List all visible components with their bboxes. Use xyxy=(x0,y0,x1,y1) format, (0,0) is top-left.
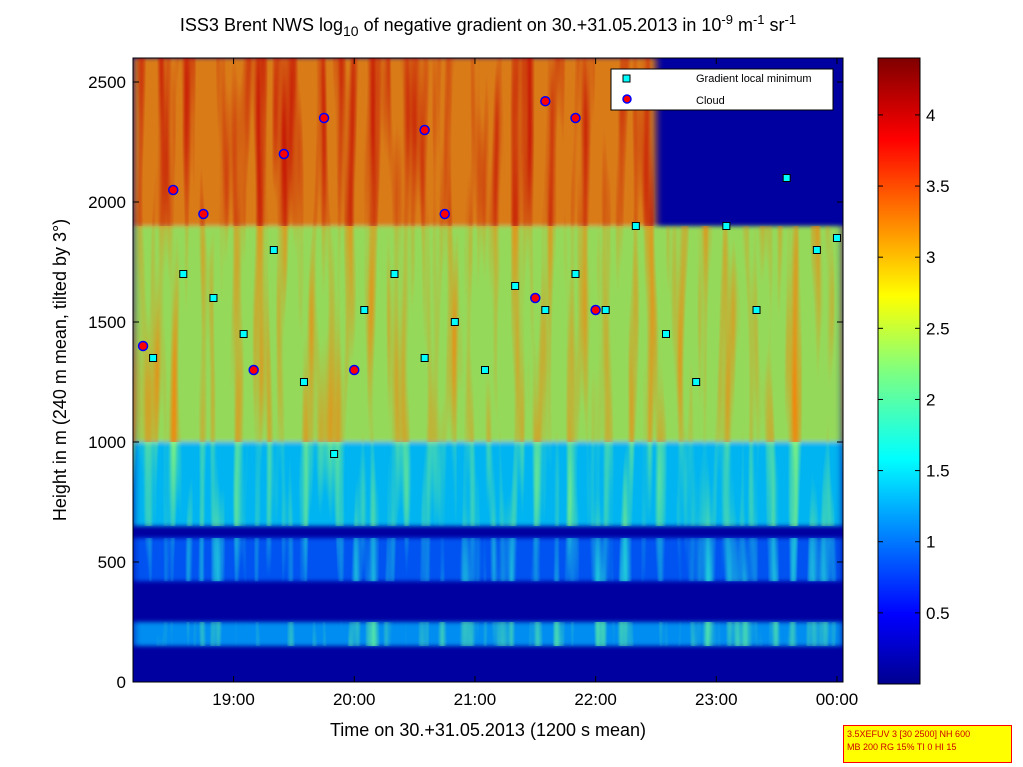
y-axis-label: Height in m (240 m mean, tilted by 3°) xyxy=(50,219,70,521)
y-tick-label: 1000 xyxy=(88,433,126,452)
y-axis: 0 500 1000 1500 2000 2500 xyxy=(88,73,843,692)
cloud-marker xyxy=(419,124,430,136)
legend: Gradient local minimum Cloud xyxy=(610,68,834,111)
x-tick-label: 19:00 xyxy=(212,690,255,709)
gradient-minimum-marker xyxy=(239,330,248,338)
legend-marker-cloud xyxy=(622,94,632,104)
chart-title: ISS3 Brent NWS log10 of negative gradien… xyxy=(180,12,796,39)
colorbar-tick-label: 0.5 xyxy=(926,604,950,623)
gradient-minimum-marker xyxy=(299,378,308,386)
gradient-minimum-marker xyxy=(511,282,520,290)
cloud-marker xyxy=(570,112,581,124)
gradient-minimum-marker xyxy=(782,174,791,182)
gradient-minimum-marker xyxy=(209,294,218,302)
y-tick-label: 1500 xyxy=(88,313,126,332)
colorbar-tick-label: 3.5 xyxy=(926,177,950,196)
colorbar: 0.5 1 1.5 2 2.5 3 3.5 4 xyxy=(877,57,950,685)
gradient-minimum-marker xyxy=(631,222,640,230)
info-box: 3.5XEFUV 3 [30 2500] NH 600 MB 200 RG 15… xyxy=(843,725,1012,763)
gradient-minimum-marker xyxy=(541,306,550,314)
cloud-marker xyxy=(248,364,259,376)
cloud-marker xyxy=(530,292,541,304)
marker-group xyxy=(137,95,841,458)
cloud-marker xyxy=(348,364,360,376)
heatmap-streaks xyxy=(133,442,843,526)
cloud-marker xyxy=(198,208,209,220)
colorbar-gradient xyxy=(877,57,921,685)
gradient-minimum-marker xyxy=(692,378,701,386)
x-tick-label: 00:00 xyxy=(816,690,859,709)
heatmap-streaks xyxy=(133,226,843,442)
gradient-minimum-marker xyxy=(269,246,278,254)
legend-label-cloud: Cloud xyxy=(696,95,725,107)
gradient-minimum-marker xyxy=(752,306,761,314)
gradient-minimum-marker xyxy=(179,270,188,278)
heatmap-streaks xyxy=(133,58,656,226)
colorbar-tick-label: 4 xyxy=(926,106,935,125)
gradient-minimum-marker xyxy=(601,306,610,314)
colorbar-tick-label: 1 xyxy=(926,533,935,552)
cloud-marker xyxy=(137,340,149,352)
gradient-minimum-marker xyxy=(480,366,489,374)
info-line-1: 3.5XEFUV 3 [30 2500] NH 600 xyxy=(847,729,971,739)
x-axis: 19:00 20:00 21:00 22:00 23:00 00:00 xyxy=(212,58,858,709)
cloud-marker xyxy=(590,304,601,316)
cloud-marker xyxy=(439,208,451,220)
gradient-minimum-marker xyxy=(832,234,841,242)
heatmap-streaks xyxy=(133,538,843,582)
x-tick-label: 21:00 xyxy=(454,690,497,709)
gradient-minimum-marker xyxy=(571,270,580,278)
colorbar-tick-label: 1.5 xyxy=(926,462,950,481)
cloud-marker xyxy=(278,148,290,160)
gradient-minimum-marker xyxy=(330,450,339,458)
heatmap-area xyxy=(133,58,843,682)
gradient-minimum-marker xyxy=(662,330,671,338)
x-axis-label: Time on 30.+31.05.2013 (1200 s mean) xyxy=(330,720,646,740)
y-tick-label: 0 xyxy=(117,673,126,692)
gradient-minimum-marker xyxy=(450,318,459,326)
y-tick-label: 2500 xyxy=(88,73,126,92)
cloud-marker xyxy=(318,112,330,124)
gradient-minimum-marker xyxy=(420,354,429,362)
info-line-2: MB 200 RG 15% TI 0 HI 15 xyxy=(847,742,957,752)
cloud-marker xyxy=(167,184,179,196)
colorbar-tick-label: 2 xyxy=(926,390,935,409)
gradient-minimum-marker xyxy=(722,222,731,230)
y-tick-label: 2000 xyxy=(88,193,126,212)
gradient-minimum-marker xyxy=(149,354,158,362)
cloud-marker xyxy=(540,95,551,107)
legend-marker-gradient xyxy=(622,74,631,83)
gradient-minimum-marker xyxy=(360,306,369,314)
legend-box xyxy=(610,68,834,111)
gradient-minimum-marker xyxy=(390,270,399,278)
x-tick-label: 22:00 xyxy=(574,690,617,709)
x-tick-label: 20:00 xyxy=(333,690,376,709)
heatmap-streaks xyxy=(133,622,843,646)
plot-frame xyxy=(132,57,844,683)
x-tick-label: 23:00 xyxy=(695,690,738,709)
colorbar-tick-label: 3 xyxy=(926,248,935,267)
colorbar-tick-label: 2.5 xyxy=(926,319,950,338)
gradient-minimum-marker xyxy=(812,246,821,254)
legend-label-gradient: Gradient local minimum xyxy=(696,73,812,85)
y-tick-label: 500 xyxy=(98,553,126,572)
